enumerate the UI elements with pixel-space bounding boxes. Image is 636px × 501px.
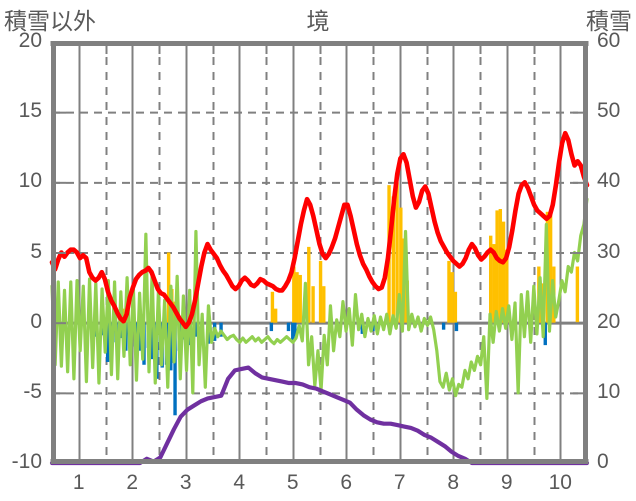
- bar: [489, 235, 493, 323]
- chart-title: 境: [306, 8, 330, 34]
- bar: [453, 291, 458, 323]
- bar: [295, 272, 299, 323]
- y-axis-right-tick-label: 60: [597, 29, 621, 52]
- bar: [399, 207, 403, 323]
- bar: [166, 252, 171, 323]
- bar: [307, 246, 311, 323]
- bar: [447, 260, 451, 323]
- bar: [311, 286, 315, 323]
- x-axis-tick-label: 4: [233, 471, 246, 494]
- y-axis-right-tick-label: 0: [597, 450, 609, 473]
- y-axis-left-tick-label: 20: [18, 29, 42, 52]
- x-axis-tick-label: 7: [393, 471, 406, 494]
- bar: [105, 322, 110, 362]
- bar: [441, 322, 446, 330]
- bar: [322, 286, 326, 323]
- bar: [543, 322, 547, 346]
- bar: [505, 249, 509, 323]
- y-axis-left-tick-label: 5: [30, 239, 42, 263]
- bar: [291, 322, 295, 343]
- bar: [492, 244, 496, 323]
- bar: [138, 322, 142, 351]
- bar: [501, 221, 506, 323]
- bar: [286, 322, 291, 332]
- bar: [318, 260, 323, 323]
- green-line: [50, 197, 589, 401]
- x-axis-tick-label: 9: [500, 471, 513, 494]
- y-axis-right-tick-label: 10: [597, 379, 621, 403]
- bar: [548, 211, 553, 323]
- y-axis-left-tick-label: 0: [30, 309, 42, 333]
- bar: [269, 322, 274, 332]
- x-axis-tick-label: 5: [286, 471, 299, 494]
- y-axis-left-tick-label: -10: [11, 450, 42, 473]
- y-axis-right-tick-label: 30: [597, 239, 621, 263]
- bar: [495, 210, 499, 323]
- y-axis-right-tick-label: 40: [597, 169, 621, 193]
- bar: [391, 196, 396, 323]
- bar: [173, 322, 177, 416]
- bar: [169, 322, 173, 371]
- x-axis-tick-label: 10: [548, 471, 572, 494]
- x-axis-tick-label: 1: [72, 471, 85, 494]
- bar: [450, 272, 454, 323]
- x-axis-tick-label: 8: [447, 471, 460, 494]
- y-axis-left-tick-label: 15: [18, 99, 42, 123]
- right-axis-caption: 積雪: [586, 8, 632, 34]
- bar: [270, 291, 275, 323]
- bar: [292, 266, 296, 323]
- y-axis-left-tick-label: 10: [18, 169, 42, 193]
- bar: [298, 274, 302, 323]
- bar: [395, 182, 399, 323]
- bar: [454, 322, 459, 332]
- bar: [293, 322, 297, 337]
- bar: [498, 208, 503, 323]
- bar: [273, 308, 278, 323]
- left-axis-caption: 積雪以外: [4, 8, 96, 34]
- y-axis-right-tick-label: 50: [597, 99, 621, 123]
- x-axis-tick-label: 2: [126, 471, 139, 494]
- x-axis-tick-label: 6: [340, 471, 353, 494]
- x-axis-tick-label: 3: [179, 471, 192, 494]
- y-axis-left-tick-label: -5: [23, 379, 42, 403]
- bar: [575, 266, 580, 323]
- red-line: [49, 130, 590, 330]
- y-axis-right-tick-label: 20: [597, 309, 621, 333]
